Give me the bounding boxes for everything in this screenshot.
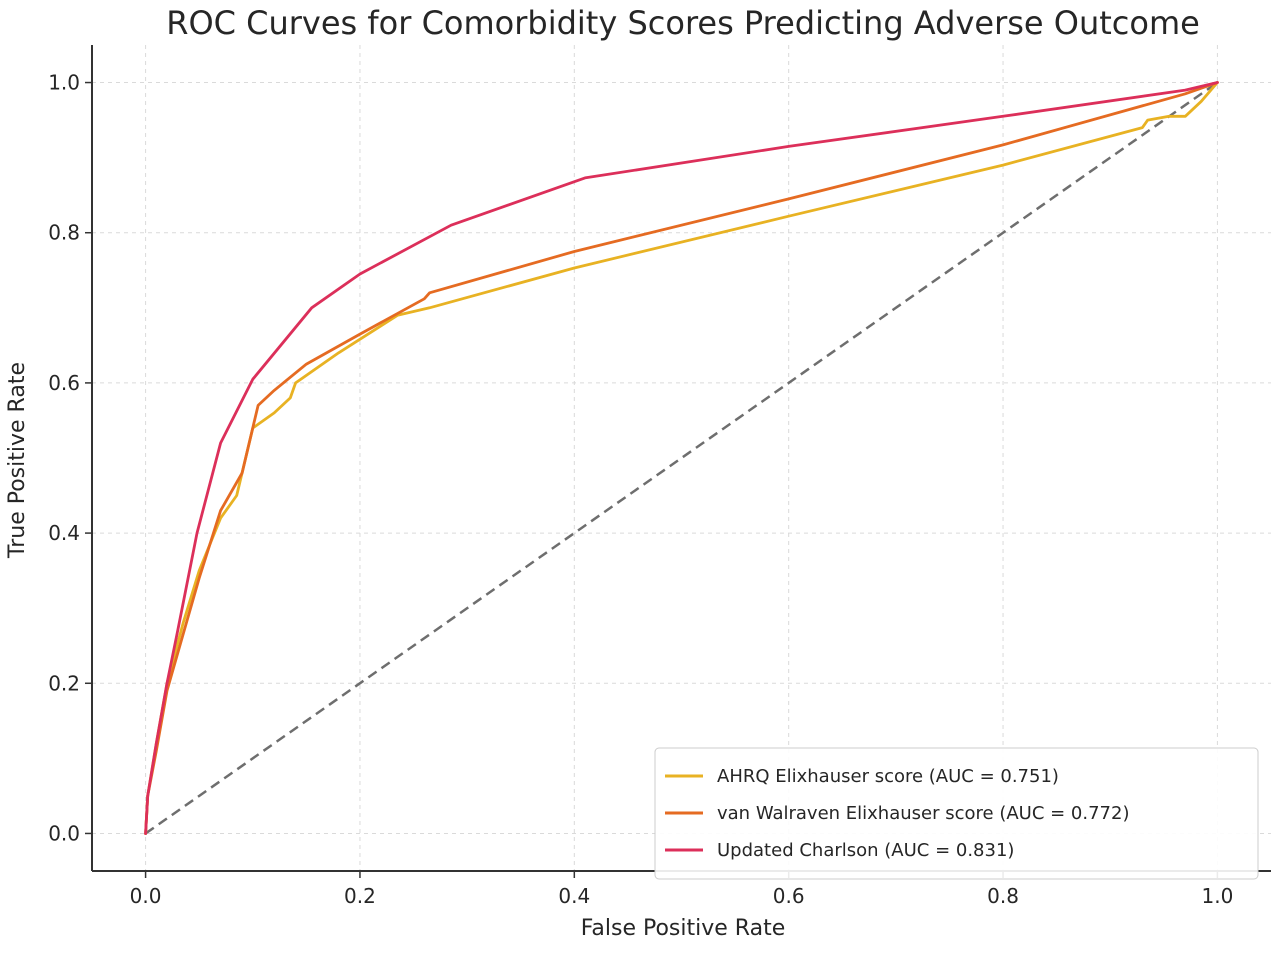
y-tick-label: 0.8 [48, 221, 80, 245]
legend-entry-label: Updated Charlson (AUC = 0.831) [717, 840, 1014, 861]
x-tick-label: 0.6 [773, 884, 805, 908]
series-layer [144, 81, 1219, 835]
y-tick-label: 1.0 [48, 71, 80, 95]
legend-entry-label: AHRQ Elixhauser score (AUC = 0.751) [717, 766, 1059, 787]
y-tick-label: 0.6 [48, 371, 80, 395]
ticks: 0.0 0.2 0.4 0.6 0.8 1.0 0.0 0.2 0.4 0.6 0.8 1.0 [48, 71, 1233, 908]
y-tick-label: 0.4 [48, 521, 80, 545]
grid [92, 45, 1271, 871]
x-tick-label: 1.0 [1202, 884, 1234, 908]
y-tick-label: 0.0 [48, 821, 80, 845]
reference-line-layer [144, 81, 1219, 835]
series-line-1 [144, 81, 1219, 835]
x-tick-label: 0.0 [130, 884, 162, 908]
series-line-3 [144, 81, 1219, 835]
legend-entry-label: van Walraven Elixhauser score (AUC = 0.7… [717, 803, 1129, 824]
x-axis-label: False Positive Rate [581, 916, 785, 941]
x-tick-label: 0.2 [344, 884, 376, 908]
legend-box [654, 747, 1259, 880]
reference-diagonal-line [144, 81, 1219, 835]
y-tick-label: 0.2 [48, 671, 80, 695]
x-tick-label: 0.8 [987, 884, 1019, 908]
y-axis-label: True Positive Rate [5, 362, 30, 559]
legend: AHRQ Elixhauser score (AUC = 0.751) van W… [654, 747, 1259, 880]
chart-title: ROC Curves for Comorbidity Scores Predic… [166, 4, 1200, 42]
x-tick-label: 0.4 [558, 884, 590, 908]
